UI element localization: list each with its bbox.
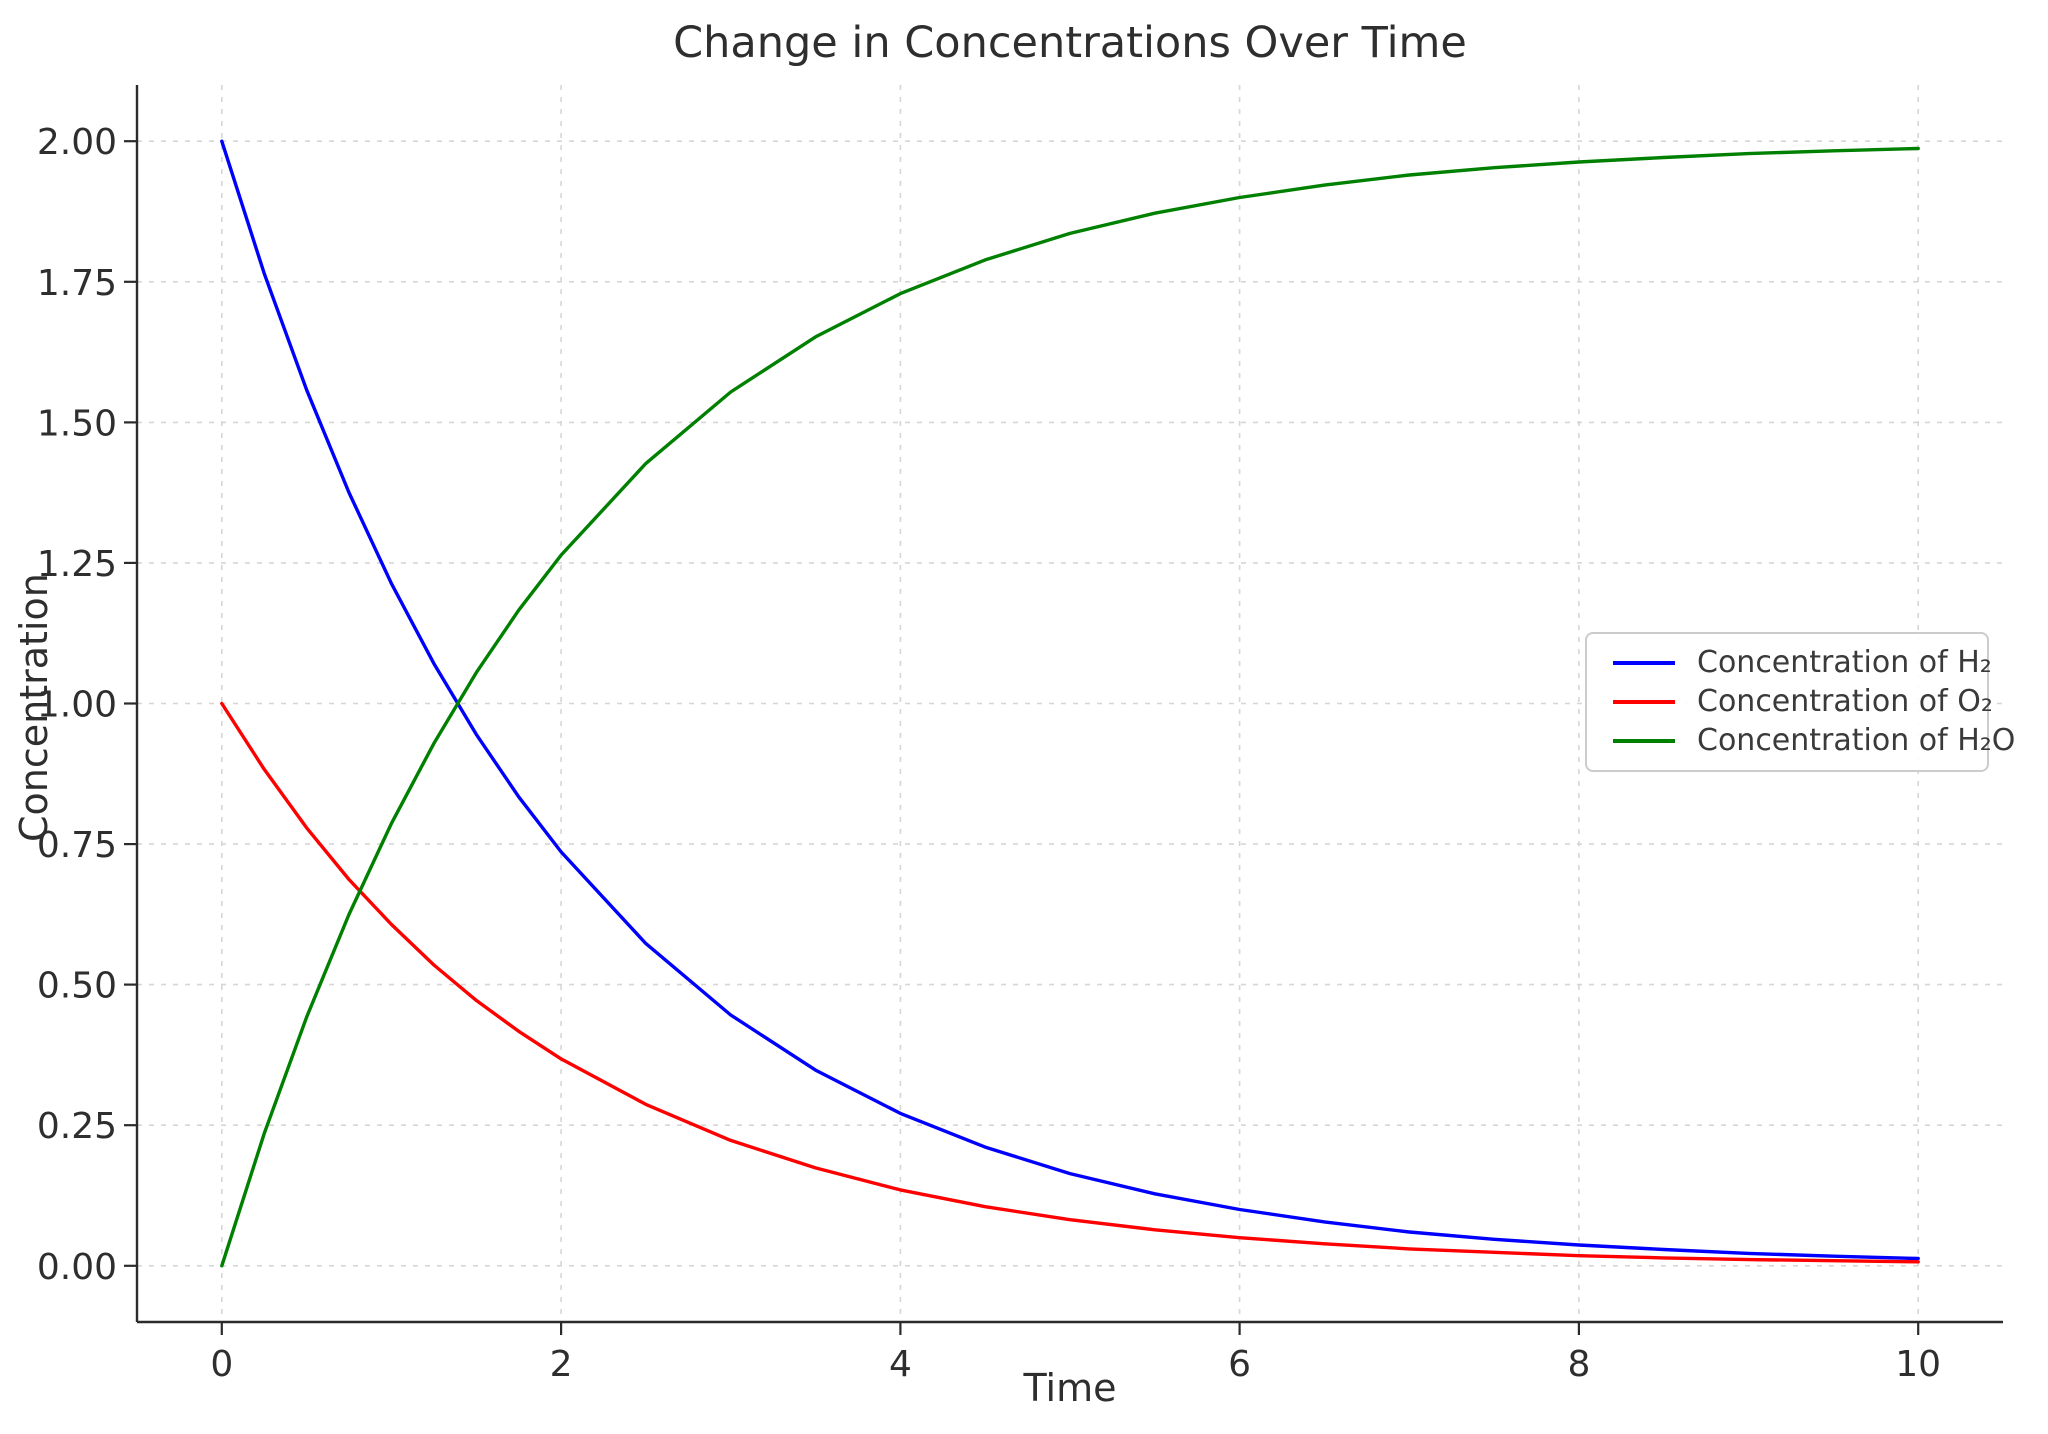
x-tick-label: 4 [889, 1344, 912, 1385]
y-tick-label: 1.75 [37, 263, 117, 304]
x-tick-label: 10 [1895, 1344, 1941, 1385]
y-tick-label: 0.00 [37, 1247, 117, 1288]
chart-title: Change in Concentrations Over Time [673, 18, 1467, 68]
y-tick-label: 1.25 [37, 544, 117, 585]
y-tick-label: 0.75 [37, 825, 117, 866]
y-tick-label: 1.50 [37, 403, 117, 444]
curve-o2 [220, 701, 1920, 1264]
legend-line-h2-icon [1613, 661, 1675, 665]
curve-h2o [220, 146, 1920, 1268]
x-tick-label: 6 [1228, 1344, 1251, 1385]
legend-item-h2: Concentration of H₂ [1613, 648, 1992, 678]
x-axis-label: Time [1023, 1366, 1117, 1410]
legend-label-h2o: Concentration of H₂O [1697, 723, 2016, 758]
legend-label-o2: Concentration of O₂ [1697, 684, 1993, 719]
legend: Concentration of H₂ Concentration of O₂ … [1585, 632, 2015, 772]
y-tick-label: 0.25 [37, 1106, 117, 1147]
legend-line-h2o-icon [1613, 739, 1675, 743]
x-tick-label: 0 [210, 1344, 233, 1385]
x-tick-label: 8 [1567, 1344, 1590, 1385]
y-tick-label: 1.00 [37, 685, 117, 726]
legend-label-h2: Concentration of H₂ [1697, 645, 1992, 680]
y-tick-label: 2.00 [37, 122, 117, 163]
y-tick-label: 0.50 [37, 966, 117, 1007]
curve-h2 [220, 139, 1920, 1261]
legend-item-h2o: Concentration of H₂O [1613, 726, 2015, 756]
legend-line-o2-icon [1613, 700, 1675, 704]
x-tick-label: 2 [550, 1344, 573, 1385]
legend-item-o2: Concentration of O₂ [1613, 687, 1993, 717]
